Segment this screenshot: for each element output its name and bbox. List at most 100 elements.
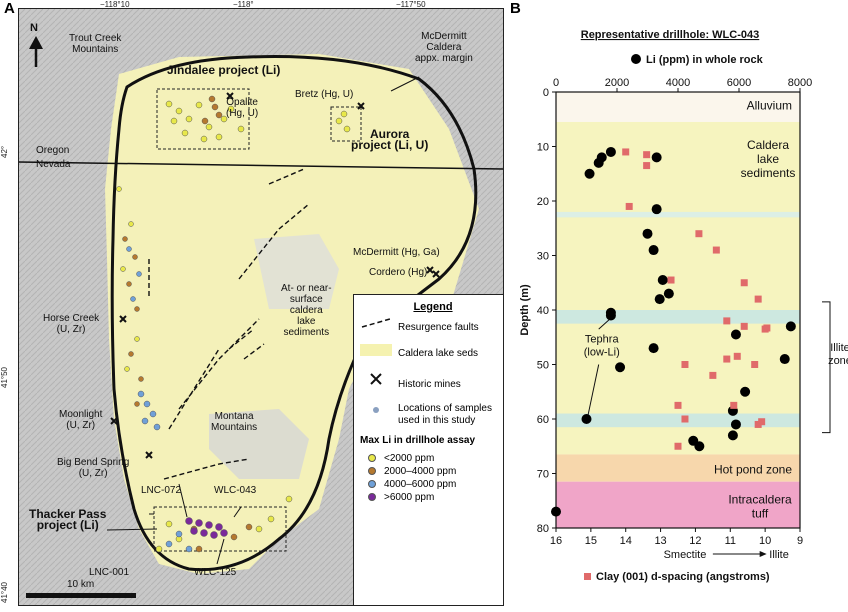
- y-tick-label: 80: [537, 523, 549, 535]
- bottom-tick-label: 14: [620, 535, 632, 547]
- caldera-margin: [110, 54, 478, 572]
- legend-item-lake-seds: Caldera lake seds: [398, 348, 479, 359]
- panel-b-letter: B: [510, 0, 521, 17]
- li-point: [551, 506, 561, 517]
- li-point: [605, 307, 616, 318]
- legend-class-row: <2000 ppm: [368, 453, 434, 464]
- label-wlc043: WLC-043: [214, 485, 257, 496]
- zone-label: Intracaldera tuff: [728, 492, 792, 520]
- aurora-box: [330, 106, 362, 142]
- legend-item-mines: Historic mines: [398, 379, 461, 390]
- clay-point: [674, 442, 682, 450]
- clay-point: [625, 202, 633, 210]
- li-point: [663, 288, 674, 299]
- clay-point: [667, 276, 675, 284]
- label-caldera-seds: At- or near- surface caldera lake sedime…: [281, 283, 332, 338]
- coord-left-0: 42°: [0, 145, 9, 158]
- coord-left-1: 41°50: [0, 367, 9, 388]
- legend-clay-label: Clay (001) d-spacing (angstroms): [596, 571, 770, 583]
- legend-class-label: >6000 ppm: [384, 492, 435, 503]
- li-point: [730, 419, 741, 430]
- label-lnc072: LNC-072: [141, 485, 182, 496]
- top-tick-label: 8000: [788, 77, 812, 89]
- li-point: [740, 386, 751, 397]
- clay-point: [730, 401, 738, 409]
- zone-label: Alluvium: [747, 98, 792, 112]
- label-cordero: Cordero (Hg): [369, 267, 428, 278]
- label-lnc001: LNC-001: [89, 567, 130, 578]
- bottom-tick-label: 13: [654, 535, 666, 547]
- clay-point: [712, 246, 720, 254]
- li-point: [642, 228, 653, 239]
- label-oregon: Oregon: [36, 145, 70, 156]
- label-montana: Montana Mountains: [211, 411, 258, 433]
- legend-class-label: 4000–6000 ppm: [384, 479, 457, 490]
- top-tick-label: 2000: [605, 77, 629, 89]
- historic-mine-markers: [110, 92, 440, 459]
- li-point: [694, 441, 705, 452]
- clay-point: [723, 317, 731, 325]
- li-point: [584, 168, 595, 179]
- panel-a-letter: A: [4, 0, 15, 17]
- li-point: [785, 321, 796, 332]
- label-big-bend: Big Bend Spring (U, Zr): [57, 457, 130, 479]
- legend-li-marker: [631, 54, 641, 64]
- clay-point: [763, 324, 771, 332]
- resurgence-faults: [148, 168, 310, 480]
- bottom-tick-label: 9: [797, 535, 803, 547]
- li-point: [657, 275, 668, 286]
- legend-subtitle: Max Li in drillhole assay: [360, 435, 476, 446]
- clay-point: [723, 355, 731, 363]
- y-axis-label: Depth (m): [519, 284, 531, 336]
- chart-title: Representative drillhole: WLC-043: [581, 29, 760, 41]
- zone-band: [556, 92, 800, 122]
- clay-point: [643, 151, 651, 159]
- li-point: [648, 245, 659, 256]
- legend-symbols: [360, 318, 392, 413]
- clay-point: [695, 230, 703, 238]
- legend-class-row: 2000–4000 ppm: [368, 466, 456, 477]
- map-panel: N Trout Creek Mountains McDermitt Calder…: [0, 0, 504, 606]
- drillhole-samples: [116, 95, 351, 553]
- li-point: [779, 354, 790, 365]
- legend-class-row: >6000 ppm: [368, 492, 434, 503]
- li-point: [581, 414, 592, 424]
- illite-band: [556, 211, 800, 218]
- coord-top-1: −118°: [233, 0, 254, 9]
- clay-point: [681, 415, 689, 423]
- highland-area: [254, 234, 339, 309]
- legend-li-label: Li (ppm) in whole rock: [646, 54, 764, 66]
- legend: Legend Resurgence faults Caldera lake se…: [353, 294, 503, 605]
- illite-zone-bracket: [822, 301, 831, 434]
- label-mcdermitt-mine: McDermitt (Hg, Ga): [353, 247, 440, 258]
- legend-class-label: 2000–4000 ppm: [384, 466, 457, 477]
- clay-point: [740, 322, 748, 330]
- clay-point: [733, 352, 741, 360]
- y-tick-label: 70: [537, 469, 549, 481]
- li-point: [593, 157, 604, 168]
- y-tick-label: 60: [537, 414, 549, 426]
- map-frame: N Trout Creek Mountains McDermitt Calder…: [18, 8, 504, 606]
- label-aurora: Aurora project (Li, U): [351, 127, 429, 152]
- legend-clay-marker: [584, 573, 591, 580]
- bottom-tick-label: 10: [759, 535, 771, 547]
- clay-point: [674, 401, 682, 409]
- fault-symbol: [361, 318, 391, 328]
- legend-title: Legend: [413, 301, 453, 313]
- legend-item-samples: Locations of samples used in this study: [398, 403, 492, 426]
- label-mcdermitt-margin: McDermitt Caldera appx. margin: [415, 31, 473, 64]
- clay-point: [709, 371, 717, 379]
- jindalee-box: [156, 88, 250, 150]
- clay-point: [751, 361, 759, 368]
- label-thacker: Thacker Pass project (Li): [29, 507, 107, 532]
- y-tick-label: 30: [537, 251, 549, 263]
- li-point: [730, 329, 741, 340]
- legend-class-swatch: [368, 454, 376, 463]
- label-bretz: Bretz (Hg, U): [295, 89, 354, 100]
- top-tick-label: 6000: [727, 77, 751, 89]
- legend-class-swatch: [368, 467, 376, 476]
- illite-label: Illite: [769, 549, 789, 561]
- north-label: N: [30, 22, 38, 34]
- clay-point: [643, 162, 651, 170]
- label-wlc125: WLC-125: [194, 567, 237, 578]
